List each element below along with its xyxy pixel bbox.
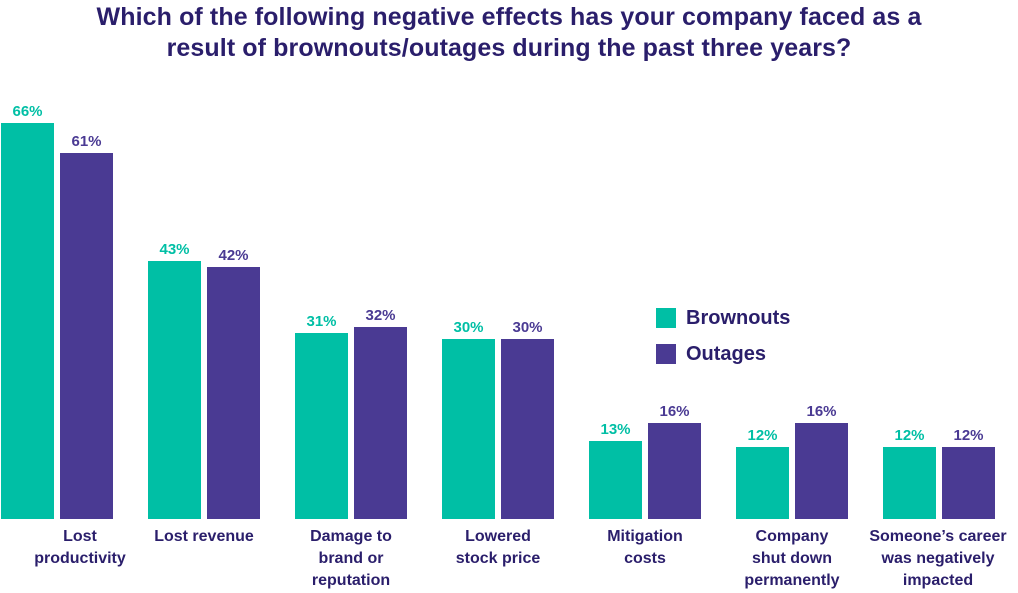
category-label-4: Mitigation costs bbox=[565, 526, 725, 570]
bar-value-label-brownouts-4: 13% bbox=[600, 421, 630, 438]
bar-outages-5 bbox=[795, 423, 848, 519]
category-label-2-line-0: Damage to bbox=[310, 528, 392, 545]
bar-brownouts-0 bbox=[1, 123, 54, 519]
bar-value-label-brownouts-2: 31% bbox=[306, 313, 336, 330]
bar-value-label-outages-1: 42% bbox=[218, 247, 248, 264]
bar-outages-2 bbox=[354, 327, 407, 519]
category-label-0-line-1: productivity bbox=[34, 550, 126, 567]
bar-value-label-brownouts-0: 66% bbox=[12, 103, 42, 120]
category-label-2-line-1: brand or bbox=[318, 550, 384, 567]
legend: Brownouts Outages bbox=[656, 300, 790, 372]
bar-outages-6 bbox=[942, 447, 995, 519]
bar-value-label-brownouts-5: 12% bbox=[747, 427, 777, 444]
category-label-6-line-1: was negatively bbox=[881, 550, 995, 567]
category-label-5-line-1: shut down bbox=[752, 550, 832, 567]
bar-value-label-brownouts-6: 12% bbox=[894, 427, 924, 444]
category-label-0-line-0: Lost bbox=[63, 528, 97, 545]
bar-brownouts-3 bbox=[442, 339, 495, 519]
bar-outages-1 bbox=[207, 267, 260, 519]
category-label-5-line-2: permanently bbox=[744, 572, 840, 589]
bar-outages-3 bbox=[501, 339, 554, 519]
bar-value-label-outages-3: 30% bbox=[512, 319, 542, 336]
bar-outages-0 bbox=[60, 153, 113, 519]
category-label-1-line-0: Lost revenue bbox=[154, 528, 254, 545]
category-label-6-line-2: impacted bbox=[902, 572, 974, 589]
category-label-2: Damage to brand or reputation bbox=[271, 526, 431, 592]
chart-title: Which of the following negative effects … bbox=[0, 2, 1018, 64]
bar-outages-4 bbox=[648, 423, 701, 519]
bar-brownouts-2 bbox=[295, 333, 348, 519]
bar-value-label-outages-4: 16% bbox=[659, 403, 689, 420]
bar-value-label-brownouts-3: 30% bbox=[453, 319, 483, 336]
bar-brownouts-1 bbox=[148, 261, 201, 519]
category-label-3: Lowered stock price bbox=[418, 526, 578, 570]
chart-title-line-2: result of brownouts/outages during the p… bbox=[166, 34, 852, 62]
category-label-3-line-1: stock price bbox=[455, 550, 541, 567]
chart-title-line-1: Which of the following negative effects … bbox=[96, 3, 922, 31]
category-label-5: Company shut down permanently bbox=[712, 526, 872, 592]
bar-value-label-brownouts-1: 43% bbox=[159, 241, 189, 258]
category-label-2-line-2: reputation bbox=[311, 572, 391, 589]
category-label-6: Someone’s career was negatively impacted bbox=[858, 526, 1018, 592]
category-label-4-line-1: costs bbox=[624, 550, 666, 567]
category-label-0: Lost productivity bbox=[0, 526, 160, 570]
legend-item-outages: Outages bbox=[656, 336, 790, 372]
legend-label-brownouts: Brownouts bbox=[686, 306, 791, 329]
bar-value-label-outages-5: 16% bbox=[806, 403, 836, 420]
bar-brownouts-4 bbox=[589, 441, 642, 519]
bar-value-label-outages-2: 32% bbox=[365, 307, 395, 324]
legend-label-outages: Outages bbox=[686, 342, 767, 365]
legend-swatch-brownouts bbox=[656, 308, 676, 328]
legend-swatch-outages bbox=[656, 344, 676, 364]
category-label-1: Lost revenue bbox=[124, 526, 284, 548]
category-label-6-line-0: Someone’s career bbox=[869, 528, 1007, 545]
category-label-5-line-0: Company bbox=[755, 528, 829, 545]
category-label-4-line-0: Mitigation bbox=[607, 528, 683, 545]
bar-value-label-outages-6: 12% bbox=[953, 427, 983, 444]
category-label-3-line-0: Lowered bbox=[465, 528, 531, 545]
bar-brownouts-5 bbox=[736, 447, 789, 519]
bar-value-label-outages-0: 61% bbox=[71, 133, 101, 150]
bar-brownouts-6 bbox=[883, 447, 936, 519]
legend-item-brownouts: Brownouts bbox=[656, 300, 790, 336]
